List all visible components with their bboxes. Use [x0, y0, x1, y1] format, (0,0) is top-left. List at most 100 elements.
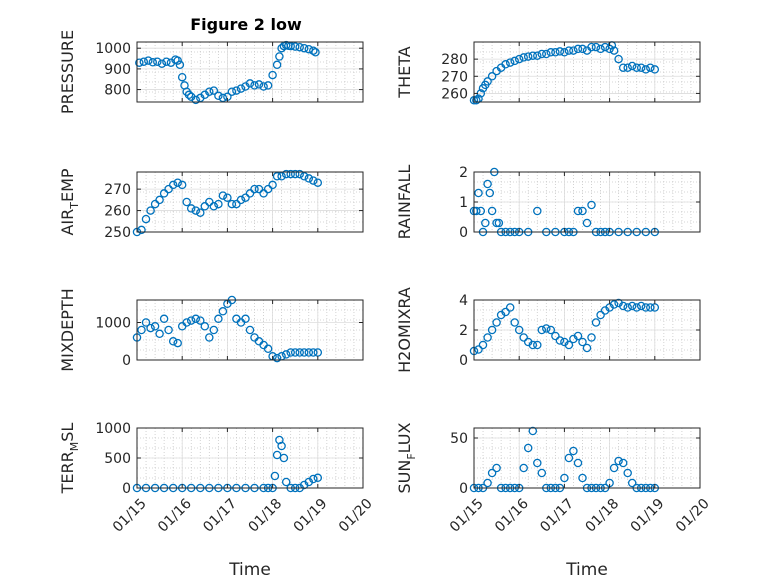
- data-point: [481, 218, 490, 228]
- y-tick-label: 900: [104, 62, 131, 78]
- data-point: [546, 325, 556, 335]
- data-point: [144, 56, 153, 65]
- y-tick-label: 270: [104, 182, 131, 198]
- data-point: [272, 172, 282, 181]
- y-tick-label: 50: [450, 431, 468, 447]
- x-axis-label: Time: [228, 560, 271, 580]
- y-tick-label: 260: [104, 204, 131, 220]
- data-point: [277, 172, 286, 181]
- data-point: [275, 52, 284, 61]
- data-point: [627, 301, 637, 311]
- data-point: [159, 189, 169, 198]
- data-point: [627, 478, 637, 488]
- y-axis-label: SUNFLUX: [395, 422, 418, 493]
- data-point: [304, 348, 314, 357]
- data-point: [137, 325, 146, 335]
- data-point: [186, 316, 196, 325]
- y-axis-label: RAINFALL: [395, 165, 414, 240]
- data-point: [641, 65, 651, 74]
- data-point: [286, 169, 295, 179]
- data-point: [646, 303, 655, 312]
- data-point: [483, 333, 492, 342]
- data-point: [533, 51, 542, 60]
- data-point: [232, 86, 241, 95]
- data-point: [259, 82, 268, 91]
- data-point: [263, 81, 273, 90]
- data-point: [290, 42, 300, 51]
- y-axis: 0 500 1000: [95, 421, 363, 497]
- data-point: [623, 468, 632, 478]
- data-point: [564, 340, 574, 350]
- data-point: [295, 348, 304, 357]
- data-point: [286, 348, 295, 357]
- data-point: [472, 206, 481, 216]
- y-tick-label: 280: [441, 52, 468, 68]
- data-point: [214, 91, 223, 101]
- y-tick-label: 260: [441, 86, 468, 102]
- x-axis: [473, 300, 701, 360]
- data-point: [182, 318, 191, 327]
- data-point: [295, 42, 304, 52]
- data-point: [528, 340, 538, 350]
- data-point: [155, 195, 164, 205]
- data-point: [209, 202, 219, 211]
- data-point: [299, 43, 309, 53]
- data-point: [157, 59, 167, 68]
- data-point: [272, 60, 282, 70]
- data-point: [162, 57, 171, 66]
- x-axis: [136, 300, 364, 360]
- data-point: [254, 184, 264, 194]
- data-point: [487, 72, 497, 81]
- y-axis: 0 50: [450, 431, 700, 497]
- data-point: [277, 441, 286, 451]
- data-point: [614, 456, 623, 466]
- data-point: [650, 65, 660, 74]
- data-point: [618, 458, 628, 468]
- data-point: [573, 331, 583, 341]
- data-point: [263, 184, 273, 194]
- data-point: [191, 206, 201, 215]
- data-point: [492, 318, 501, 327]
- y-tick-label: 1: [459, 195, 468, 211]
- data-point: [551, 48, 560, 57]
- data-point: [492, 218, 501, 228]
- data-point: [587, 200, 596, 210]
- data-point: [474, 188, 483, 198]
- data-markers: [132, 295, 323, 363]
- data-point: [313, 473, 323, 483]
- data-point: [173, 178, 182, 187]
- data-point: [591, 318, 601, 327]
- data-point: [214, 199, 223, 209]
- data-point: [618, 301, 628, 311]
- data-point: [533, 340, 542, 350]
- y-axis: 0 1000: [95, 316, 363, 369]
- data-point: [259, 189, 268, 198]
- data-point: [483, 179, 492, 189]
- data-point: [218, 307, 228, 316]
- data-point: [573, 206, 583, 216]
- data-point: [537, 468, 547, 478]
- data-point: [139, 57, 149, 66]
- axes-box: [473, 427, 701, 489]
- data-point: [227, 199, 237, 209]
- subplot-rainfall: 0 1 2 RAINFALL: [395, 165, 701, 241]
- y-tick-label: 1000: [95, 41, 131, 57]
- data-point: [148, 58, 158, 67]
- data-point: [250, 184, 259, 194]
- data-point: [609, 300, 619, 309]
- x-axis-label: Time: [565, 560, 608, 580]
- data-point: [196, 316, 205, 325]
- data-point: [537, 49, 547, 59]
- data-point: [241, 193, 250, 202]
- data-point: [227, 87, 237, 96]
- data-markers: [135, 40, 320, 105]
- data-point: [569, 46, 578, 55]
- data-point: [290, 348, 300, 357]
- y-tick-label: 0: [122, 353, 131, 369]
- data-point: [150, 199, 160, 209]
- data-point: [218, 191, 228, 200]
- data-point: [175, 60, 185, 70]
- data-point: [191, 314, 201, 324]
- data-point: [587, 333, 596, 342]
- y-tick-label: 2: [459, 165, 468, 181]
